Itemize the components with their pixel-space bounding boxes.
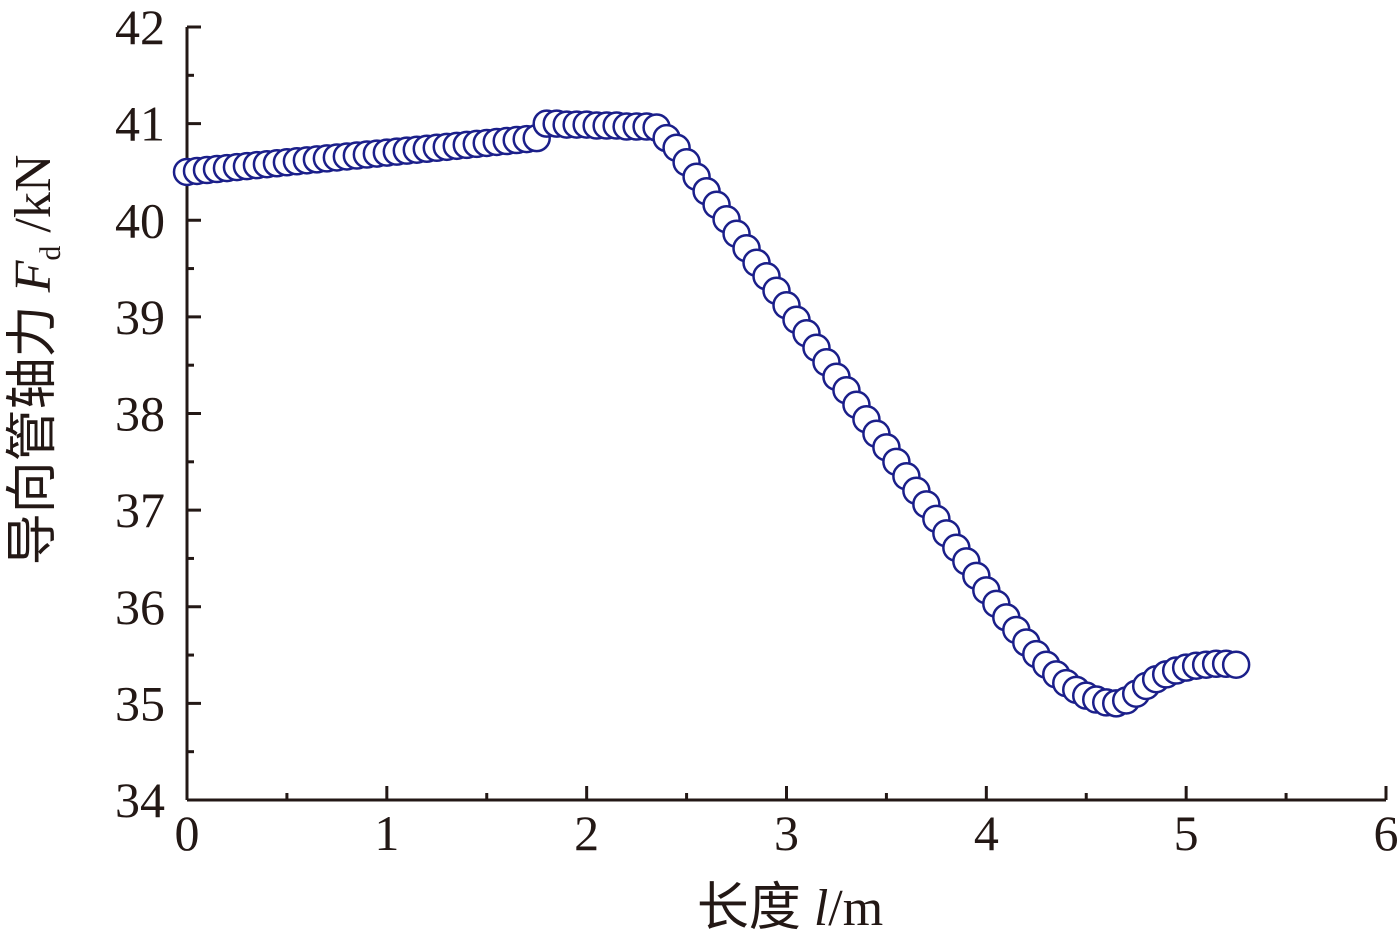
x-tick-label: 0 — [175, 805, 200, 861]
y-label-symbol: F — [5, 259, 62, 293]
y-tick-label: 41 — [115, 96, 165, 152]
y-tick-label: 40 — [115, 192, 165, 248]
y-tick-label: 35 — [115, 675, 165, 731]
y-label-subscript: d — [34, 246, 67, 261]
x-tick-label: 3 — [774, 805, 799, 861]
x-label-unit: /m — [828, 880, 883, 937]
x-label-text: 长度 — [697, 880, 814, 937]
x-axis-label: 长度 l/m — [697, 880, 883, 937]
y-tick-label: 34 — [115, 772, 165, 828]
y-axis-label: 导向管轴力 Fd /kN — [5, 155, 67, 566]
y-label-text: 导向管轴力 — [5, 292, 62, 565]
y-label-unit: /kN — [5, 155, 62, 246]
y-tick-label: 42 — [115, 0, 165, 55]
y-tick-label: 36 — [115, 579, 165, 635]
x-tick-label: 4 — [974, 805, 999, 861]
y-tick-label: 39 — [115, 289, 165, 345]
data-point — [1221, 650, 1251, 679]
y-tick-label: 38 — [115, 386, 165, 442]
x-tick-label: 2 — [574, 805, 599, 861]
x-tick-label: 6 — [1374, 805, 1399, 861]
y-tick-label: 37 — [115, 482, 165, 538]
x-tick-label: 1 — [374, 805, 399, 861]
x-label-symbol: l — [814, 880, 828, 937]
x-tick-label: 5 — [1174, 805, 1199, 861]
